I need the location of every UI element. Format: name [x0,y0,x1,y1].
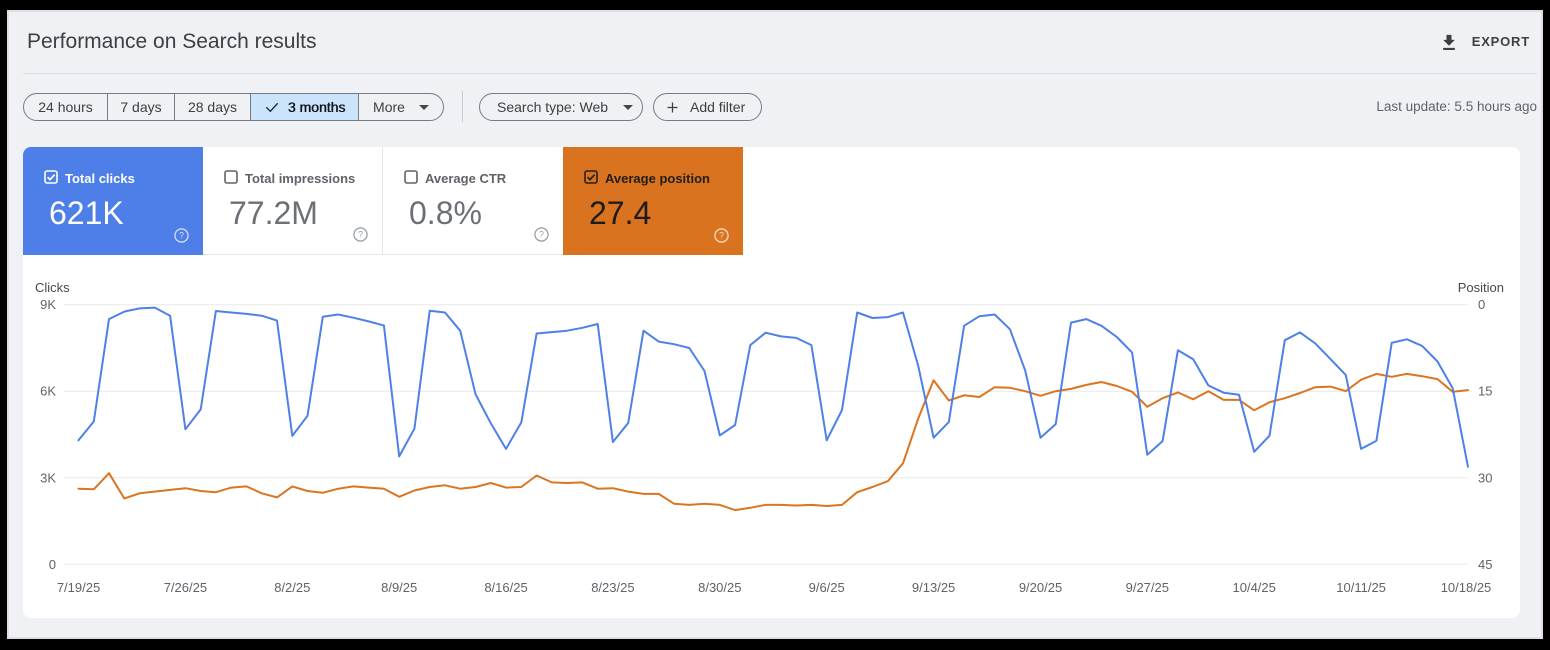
svg-text:0: 0 [49,557,56,572]
svg-text:8/2/25: 8/2/25 [274,580,310,595]
svg-text:7/26/25: 7/26/25 [164,580,207,595]
svg-text:9K: 9K [40,297,56,312]
svg-text:?: ? [539,230,544,240]
svg-text:6K: 6K [40,384,56,399]
svg-text:10/18/25: 10/18/25 [1441,580,1492,595]
svg-text:Position: Position [1458,280,1504,295]
svg-text:9/6/25: 9/6/25 [809,580,845,595]
svg-text:0: 0 [1478,297,1485,312]
svg-text:15: 15 [1478,384,1492,399]
svg-text:9/20/25: 9/20/25 [1019,580,1062,595]
svg-text:3K: 3K [40,470,56,485]
svg-text:9/13/25: 9/13/25 [912,580,955,595]
svg-text:?: ? [179,231,184,241]
svg-text:8/16/25: 8/16/25 [484,580,527,595]
svg-text:10/4/25: 10/4/25 [1233,580,1276,595]
svg-text:45: 45 [1478,557,1492,572]
svg-text:30: 30 [1478,470,1492,485]
svg-text:9/27/25: 9/27/25 [1126,580,1169,595]
svg-text:8/23/25: 8/23/25 [591,580,634,595]
svg-text:?: ? [719,231,724,241]
svg-text:?: ? [358,230,363,240]
svg-text:8/9/25: 8/9/25 [381,580,417,595]
svg-text:Clicks: Clicks [35,280,70,295]
svg-text:7/19/25: 7/19/25 [57,580,100,595]
svg-text:10/11/25: 10/11/25 [1336,580,1386,595]
svg-text:8/30/25: 8/30/25 [698,580,741,595]
